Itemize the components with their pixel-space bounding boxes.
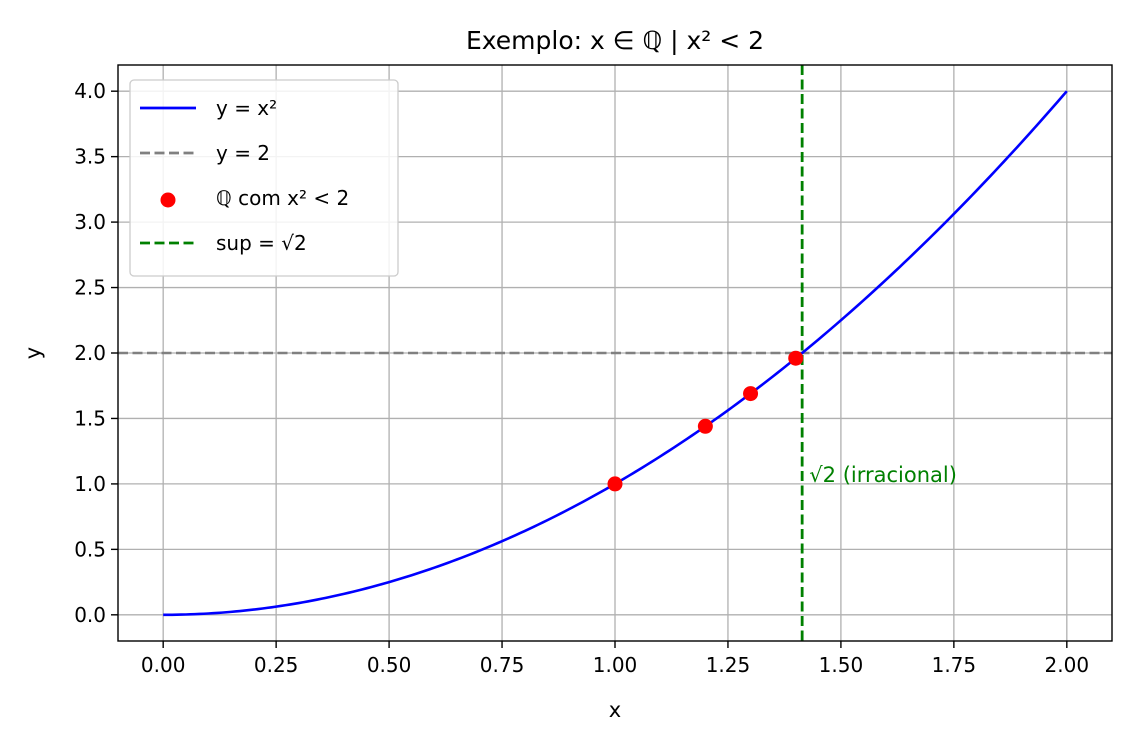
x-tick-3: 0.75	[480, 641, 525, 677]
x-tick-label: 1.00	[593, 653, 638, 677]
y-tick-label: 1.0	[74, 472, 106, 496]
x-tick-label: 0.00	[141, 653, 186, 677]
x-tick-label: 1.50	[819, 653, 864, 677]
x-tick-label: 1.75	[932, 653, 977, 677]
y-tick-5: 2.5	[74, 276, 118, 300]
legend-label: ℚ com x² < 2	[216, 186, 349, 210]
scatter-point-0	[607, 476, 623, 492]
y-tick-label: 0.0	[74, 603, 106, 627]
y-tick-label: 2.0	[74, 341, 106, 365]
series-layer	[118, 65, 1112, 641]
legend-item-0: y = x²	[140, 96, 277, 120]
legend-item-2: ℚ com x² < 2	[160, 186, 349, 210]
plot-area	[118, 65, 1112, 641]
y-tick-2: 1.0	[74, 472, 118, 496]
x-tick-6: 1.50	[819, 641, 864, 677]
x-tick-label: 1.25	[706, 653, 751, 677]
y-tick-label: 4.0	[74, 79, 106, 103]
y-tick-6: 3.0	[74, 210, 118, 234]
legend-item-3: sup = √2	[140, 231, 307, 255]
x-tick-7: 1.75	[932, 641, 977, 677]
y-tick-1: 0.5	[74, 537, 118, 561]
y-axis-ticks: 0.0 0.5 1.0 1.5 2.0 2.5 3.0 3.5 4.0	[74, 79, 118, 627]
scatter-point-1	[697, 418, 713, 434]
x-axis-ticks: 0.00 0.25 0.50 0.75 1.00 1.25 1.50 1.75 2.00	[141, 641, 1089, 677]
legend-marker	[160, 192, 176, 208]
x-tick-label: 0.25	[254, 653, 299, 677]
x-axis-label: x	[609, 698, 621, 722]
x-tick-2: 0.50	[367, 641, 412, 677]
y-tick-4: 2.0	[74, 341, 118, 365]
y-tick-label: 3.0	[74, 210, 106, 234]
chart-title: Exemplo: x ∈ ℚ | x² < 2	[466, 26, 764, 55]
y-axis-label: y	[21, 347, 45, 359]
x-tick-8: 2.00	[1045, 641, 1090, 677]
legend: y = x² y = 2 ℚ com x² < 2 sup = √2	[129, 79, 399, 277]
x-tick-label: 2.00	[1045, 653, 1090, 677]
scatter-point-3	[788, 350, 804, 366]
x-tick-1: 0.25	[254, 641, 299, 677]
y-tick-8: 4.0	[74, 79, 118, 103]
annotation-layer: √2 (irracional)	[809, 463, 957, 487]
x-tick-label: 0.75	[480, 653, 525, 677]
y-tick-3: 1.5	[74, 406, 118, 430]
x-tick-label: 0.50	[367, 653, 412, 677]
x-tick-5: 1.25	[706, 641, 751, 677]
annotation-sqrt2-label: √2 (irracional)	[809, 463, 957, 487]
y-tick-7: 3.5	[74, 145, 118, 169]
legend-label: sup = √2	[216, 231, 307, 255]
y-tick-label: 3.5	[74, 145, 106, 169]
x-tick-0: 0.00	[141, 641, 186, 677]
legend-label: y = x²	[216, 96, 277, 120]
y-tick-label: 2.5	[74, 276, 106, 300]
scatter-point-2	[743, 386, 759, 402]
legend-item-1: y = 2	[140, 141, 270, 165]
y-tick-label: 0.5	[74, 537, 106, 561]
legend-box	[129, 79, 399, 277]
y-tick-label: 1.5	[74, 406, 106, 430]
legend-label: y = 2	[216, 141, 270, 165]
y-tick-0: 0.0	[74, 603, 118, 627]
x-tick-4: 1.00	[593, 641, 638, 677]
